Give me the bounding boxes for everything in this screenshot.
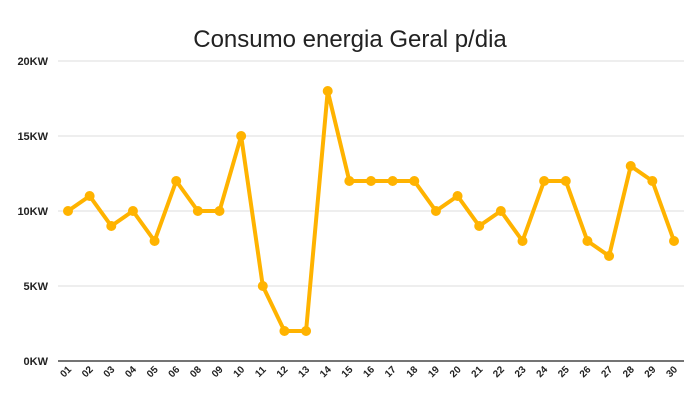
x-tick-label: 05 — [145, 364, 161, 380]
data-point — [474, 221, 485, 231]
data-point — [409, 176, 420, 186]
y-tick-label: 10KW — [17, 206, 48, 218]
data-point — [322, 86, 333, 96]
x-tick-label: 22 — [491, 364, 507, 380]
x-axis-ticks: 01 02 03 04 05 06 08 09 10 11 12 13 14 15 16 17 18 19 20 21… — [58, 364, 680, 380]
data-point — [582, 236, 593, 246]
data-point — [517, 236, 528, 246]
x-tick-label: 08 — [188, 364, 204, 380]
y-axis-ticks: 0KW 5KW 10KW 15KW 20KW — [17, 56, 48, 368]
x-tick-label: 29 — [643, 364, 659, 380]
data-point — [625, 161, 636, 171]
data-point — [452, 191, 463, 201]
x-tick-label: 04 — [123, 364, 139, 380]
x-tick-label: 30 — [664, 364, 680, 380]
data-point — [301, 326, 312, 336]
data-point — [604, 251, 615, 261]
y-tick-label: 0KW — [24, 356, 49, 368]
x-tick-label: 06 — [167, 364, 183, 380]
data-point — [366, 176, 376, 186]
data-point — [430, 206, 441, 216]
x-tick-label: 13 — [296, 364, 312, 380]
chart-title: Consumo energia Geral p/dia — [193, 26, 507, 53]
x-tick-label: 27 — [599, 364, 615, 380]
y-tick-label: 20KW — [17, 56, 48, 68]
data-point — [669, 236, 679, 246]
data-point — [344, 176, 355, 186]
x-tick-label: 10 — [232, 364, 248, 380]
data-point — [63, 206, 73, 216]
data-point — [192, 206, 203, 216]
x-tick-label: 11 — [253, 364, 269, 380]
x-tick-label: 15 — [340, 364, 356, 380]
y-tick-label: 15KW — [17, 131, 48, 143]
x-tick-label: 01 — [58, 364, 74, 380]
x-tick-label: 14 — [318, 364, 334, 380]
x-tick-label: 17 — [383, 364, 399, 380]
x-tick-label: 24 — [535, 364, 551, 380]
x-tick-label: 03 — [102, 364, 118, 380]
data-point — [279, 326, 290, 336]
data-point — [214, 206, 225, 216]
x-tick-label: 25 — [556, 364, 572, 380]
x-tick-label: 02 — [80, 364, 96, 380]
data-point — [84, 191, 95, 201]
data-point — [539, 176, 550, 186]
data-point — [257, 281, 268, 291]
x-tick-label: 18 — [405, 364, 421, 380]
data-point — [647, 176, 658, 186]
data-point — [387, 176, 398, 186]
x-tick-label: 09 — [210, 364, 226, 380]
x-tick-label: 21 — [470, 364, 486, 380]
series-consumo — [63, 86, 679, 336]
x-tick-label: 28 — [621, 364, 637, 380]
data-point — [106, 221, 117, 231]
data-point — [171, 176, 182, 186]
data-point — [127, 206, 138, 216]
y-tick-label: 5KW — [24, 281, 49, 293]
data-point — [560, 176, 571, 186]
x-tick-label: 23 — [513, 364, 529, 380]
x-tick-label: 19 — [426, 364, 442, 380]
x-tick-label: 16 — [361, 364, 377, 380]
x-tick-label: 20 — [448, 364, 464, 380]
data-point — [149, 236, 160, 246]
data-point — [236, 131, 247, 141]
x-tick-label: 12 — [275, 364, 291, 380]
data-point — [495, 206, 506, 216]
grid-lines — [58, 60, 684, 362]
x-tick-label: 26 — [578, 364, 594, 380]
